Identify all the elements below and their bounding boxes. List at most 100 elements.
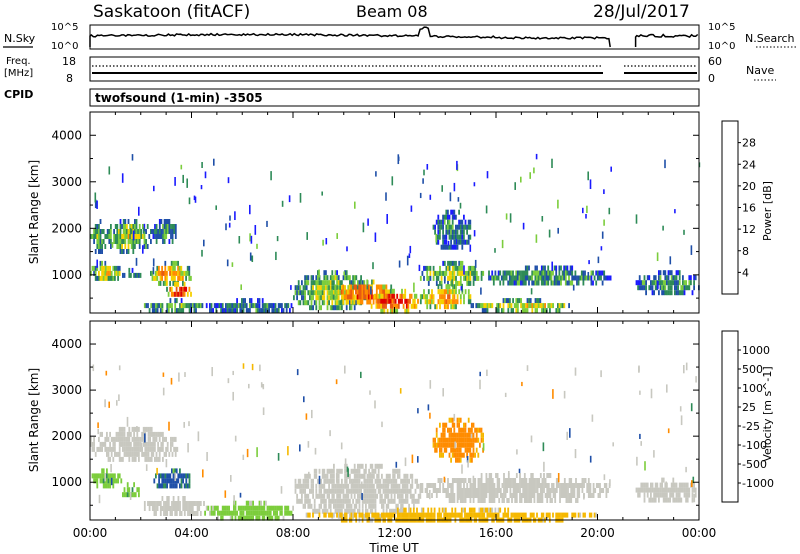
- velocity-cell: [549, 488, 552, 493]
- power-cell: [661, 285, 663, 291]
- velocity-cell: [478, 507, 481, 513]
- velocity-cell: [495, 488, 497, 493]
- velocity-cell: [236, 510, 238, 516]
- velocity-cell: [98, 436, 100, 442]
- velocity-cell: [336, 493, 338, 499]
- velocity-cell: [323, 488, 326, 494]
- velocity-cell: [398, 512, 401, 518]
- power-cell: [445, 284, 448, 290]
- power-cell: [531, 275, 534, 281]
- power-cell: [360, 275, 362, 281]
- velocity-cell: [374, 468, 377, 474]
- power-cell: [638, 280, 641, 286]
- power-cell: [667, 285, 670, 291]
- velocity-cell: [502, 512, 505, 518]
- power-cell: [677, 285, 679, 291]
- power-cell: [110, 224, 112, 229]
- velocity-cell: [530, 498, 533, 503]
- power-cell: [310, 290, 313, 296]
- velocity-cell: [590, 512, 593, 518]
- power-cell: [340, 289, 343, 295]
- velocity-cell: [480, 437, 483, 443]
- velocity-cell: [451, 432, 454, 438]
- power-cell: [363, 289, 365, 295]
- power-cell: [145, 239, 147, 244]
- power-cell: [379, 284, 381, 290]
- power-speckle: [397, 156, 400, 161]
- power-cell: [447, 284, 449, 290]
- power-cell: [558, 265, 561, 271]
- velocity-cell: [369, 463, 372, 469]
- velocity-cell: [401, 508, 404, 514]
- velocity-speckle: [178, 372, 180, 382]
- velocity-cell: [349, 488, 351, 494]
- noise-tick-top-right: 10^5: [708, 22, 735, 33]
- power-cell: [537, 275, 540, 281]
- velocity-cell: [533, 493, 536, 498]
- power-cell: [326, 280, 329, 286]
- velocity-cell: [487, 483, 489, 488]
- velocity-cell: [576, 488, 579, 493]
- power-cell: [307, 290, 310, 296]
- power-cell: [156, 265, 159, 271]
- velocity-cell: [460, 507, 463, 513]
- power-cell: [107, 275, 110, 281]
- power-cell: [320, 285, 322, 291]
- velocity-cell: [350, 508, 353, 514]
- velocity-cell: [195, 511, 197, 516]
- power-cell: [404, 308, 407, 314]
- velocity-cell: [603, 483, 606, 488]
- velocity-cell: [366, 512, 369, 518]
- power-cell: [193, 308, 196, 314]
- velocity-cell: [467, 442, 470, 448]
- velocity-cell: [382, 512, 385, 518]
- velocity-cell: [563, 488, 566, 493]
- power-cell: [380, 293, 383, 299]
- velocity-cell: [128, 431, 131, 437]
- velocity-cell: [160, 441, 163, 447]
- velocity-cell: [538, 498, 541, 503]
- power-cell: [552, 280, 554, 286]
- velocity-cell: [333, 503, 335, 509]
- velocity-cell: [453, 447, 456, 453]
- power-cell: [334, 270, 337, 276]
- power-cell: [442, 224, 444, 230]
- power-cell: [549, 303, 551, 309]
- velocity-cell: [242, 505, 245, 511]
- velocity-cell: [123, 426, 126, 432]
- power-cell: [455, 229, 457, 235]
- power-cell: [347, 299, 349, 305]
- power-cell: [273, 303, 275, 309]
- velocity-cell: [427, 493, 430, 498]
- power-cell: [432, 275, 435, 281]
- velocity-cell: [491, 488, 494, 493]
- velocity-cell: [451, 442, 454, 448]
- power-cell: [426, 294, 429, 300]
- velocity-cell: [409, 473, 412, 479]
- velocity-cell: [134, 451, 137, 457]
- velocity-cell: [172, 496, 175, 501]
- power-cell: [545, 275, 548, 281]
- velocity-cell: [342, 513, 345, 519]
- velocity-cell: [107, 483, 110, 489]
- velocity-cell: [342, 498, 345, 504]
- power-cell: [598, 270, 601, 276]
- power-cell: [119, 224, 122, 229]
- velocity-cell: [120, 478, 123, 484]
- power-speckle: [200, 185, 203, 190]
- power-cell: [285, 308, 288, 314]
- velocity-cell: [548, 512, 551, 518]
- power-cell: [155, 308, 157, 314]
- velocity-cell: [312, 508, 314, 514]
- velocity-cell: [294, 483, 297, 489]
- power-cell: [170, 260, 173, 266]
- velocity-cell: [141, 436, 143, 442]
- power-cell: [349, 280, 351, 286]
- velocity-cell: [118, 446, 121, 452]
- velocity-cell: [379, 488, 382, 494]
- velocity-cell: [125, 441, 127, 447]
- power-cell: [600, 275, 602, 281]
- power-cell: [140, 229, 143, 234]
- power-cell: [344, 270, 346, 276]
